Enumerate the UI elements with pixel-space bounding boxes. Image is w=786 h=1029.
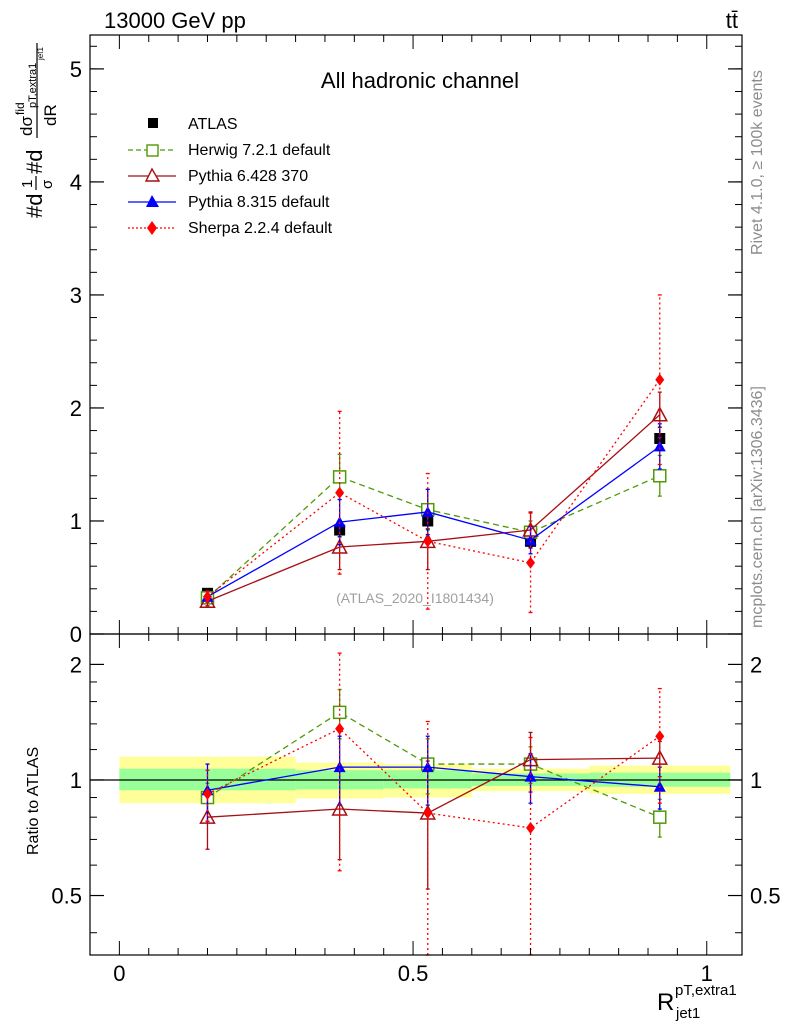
data-point [335,486,345,499]
analysis-watermark: (ATLAS_2020_I1801434) [336,590,494,606]
series-sherpa-2-2-4-default [202,294,665,614]
data-point [202,787,212,800]
rivet-label: Rivet 4.1.0, ≥ 100k events [749,70,766,255]
legend-label-atlas: ATLAS [188,116,238,133]
series-line [207,727,661,829]
chart-title: All hadronic channel [321,68,519,93]
data-point [199,808,216,824]
series-line [207,445,661,598]
legend-entry-sherpa: Sherpa 2.2.4 default [128,220,333,237]
data-point [332,705,347,720]
y-tick-label-right: 0.5 [750,884,781,909]
y-label-dsig: dσ [17,116,36,136]
y-label-mid: #d [22,150,47,174]
legend-label-pythia6: Pythia 6.428 370 [188,168,308,185]
y-tick-label-right: 2 [750,652,762,677]
y-tick-label: 0 [70,622,82,647]
legend: ATLAS Herwig 7.2.1 default Pythia 6.428 … [128,116,333,237]
series-line [207,379,661,598]
series-pythia-6-428-370 [199,731,669,890]
data-point [655,730,665,743]
data-point [526,556,536,569]
y-tick-label: 2 [70,652,82,677]
y-tick-label: 1 [70,768,82,793]
legend-entry-pythia8: Pythia 8.315 default [128,194,330,211]
y-tick-label: 4 [70,170,82,195]
data-point [526,821,536,834]
series-line [207,475,661,599]
ratio-panel: 0.5 0.5 1 1 2 2 0 0.5 1 [51,633,781,986]
y-tick-label: 5 [70,57,82,82]
data-point [333,761,346,773]
data-point [421,761,434,773]
data-point [524,770,537,782]
series-sherpa-2-2-4-default [202,652,665,956]
data-point [423,535,433,548]
ratio-y-axis-label: Ratio to ATLAS [25,747,42,855]
x-tick-label: 1 [701,961,713,986]
y-label-frac-den: σ [39,179,56,189]
y-tick-label: 1 [70,509,82,534]
data-point [202,590,212,603]
x-tick-label: 0.5 [398,961,429,986]
legend-label-pythia8: Pythia 8.315 default [188,194,330,211]
data-point [423,807,433,820]
series-pythia-6-428-370 [199,391,669,608]
process-label: tt̄ [726,8,738,33]
data-point [333,516,346,528]
y-tick-label: 3 [70,283,82,308]
mcplots-label: mcplots.cern.ch [arXiv:1306.3436] [749,386,766,628]
series-pythia-8-315-default [201,423,666,604]
series-herwig-7-2-1-default [200,453,667,605]
x-label-main: R [657,989,674,1016]
data-point [651,749,669,765]
data-point [653,469,667,483]
x-tick-label: 0 [113,961,125,986]
data-point [524,534,537,546]
legend-entry-pythia6: Pythia 6.428 370 [128,167,308,185]
x-label-sub: jet1 [675,1005,700,1022]
main-panel: 0 1 2 3 4 5 [70,34,743,647]
data-point [335,722,345,735]
x-label-sup: pT,extra1 [675,982,737,999]
energy-label: 13000 GeV pp [104,8,246,33]
legend-label-sherpa: Sherpa 2.2.4 default [188,220,333,237]
y-label-lead: #d [22,194,47,218]
y-tick-label: 0.5 [51,884,82,909]
y-tick-label-right: 1 [750,768,762,793]
y-label-fid: fid [13,102,27,115]
data-point [651,406,669,422]
data-point [421,505,434,517]
legend-entry-herwig: Herwig 7.2.1 default [128,142,331,159]
ratio-frame [89,633,743,956]
y-label-dR: dR [41,104,60,126]
data-point [655,373,665,386]
main-y-axis-label: #d 1 σ #d dσ fid dR pT,extra1 jet1 [13,43,60,218]
y-label-frac-num: 1 [19,180,36,188]
series-line [207,711,661,818]
y-label-sub2: jet1 [36,47,45,61]
legend-label-herwig: Herwig 7.2.1 default [188,142,331,159]
data-point [653,810,667,824]
y-label-sub: pT,extra1 [27,63,39,108]
y-tick-label: 2 [70,396,82,421]
legend-entry-atlas: ATLAS [148,116,238,133]
x-axis-label: R pT,extra1 jet1 [657,982,737,1022]
data-point [653,440,666,452]
